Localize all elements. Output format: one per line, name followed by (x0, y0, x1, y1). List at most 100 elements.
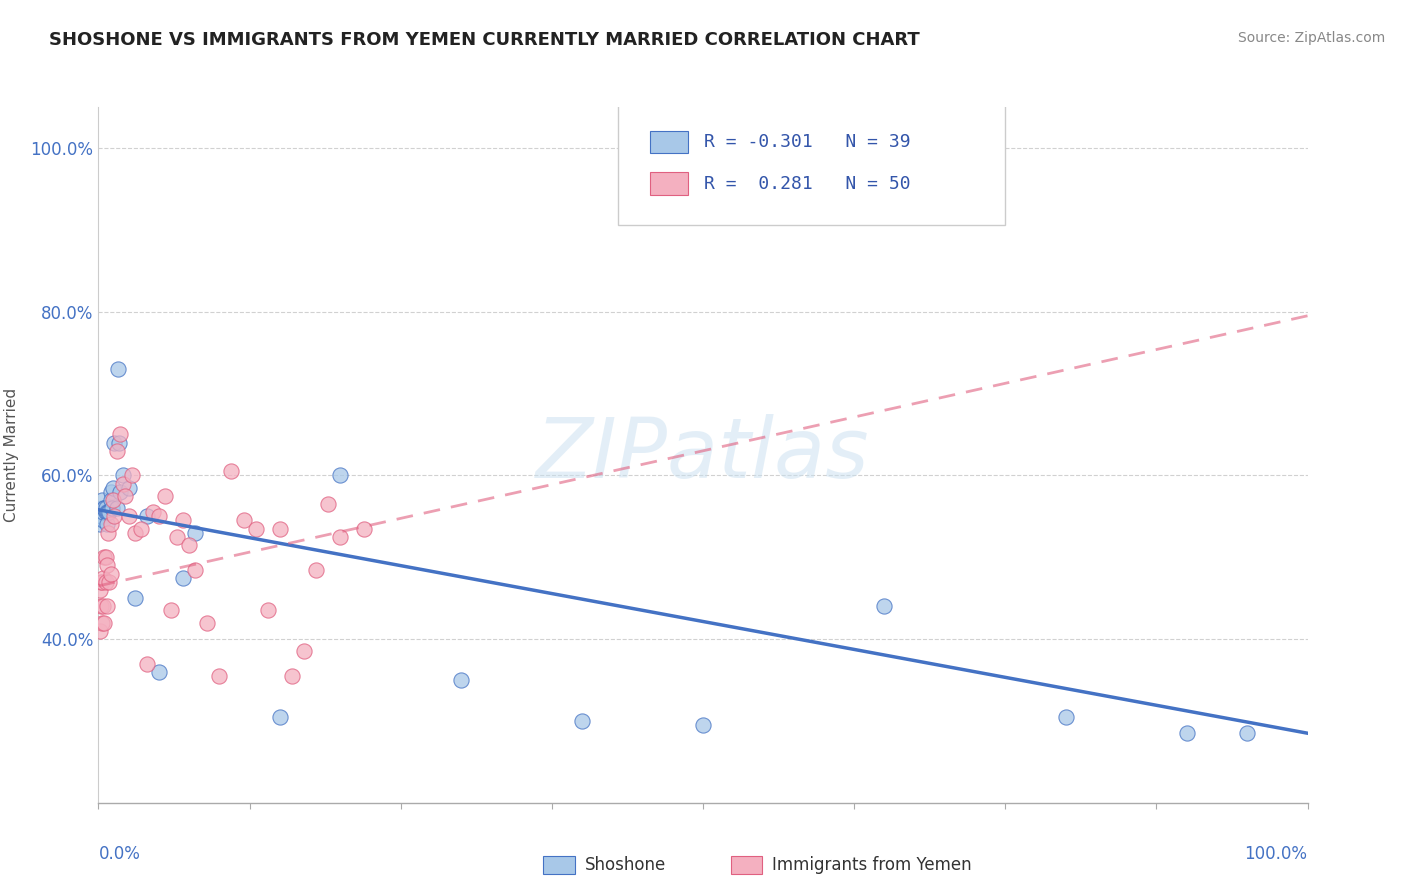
Point (93, 615, 115, 630)
Point (129, 522, 152, 536)
Point (91, 492, 114, 507)
Text: R = -0.301   N = 39: R = -0.301 N = 39 (704, 133, 911, 151)
Point (100, 517, 122, 532)
Point (107, 362, 129, 376)
Point (353, 522, 375, 536)
Text: 0.0%: 0.0% (98, 845, 141, 863)
Point (91, 501, 114, 516)
Point (208, 669, 231, 683)
Point (118, 481, 141, 495)
Point (97, 505, 120, 519)
Point (281, 669, 304, 683)
Point (148, 665, 170, 679)
Point (256, 603, 278, 617)
Point (101, 492, 124, 507)
Point (153, 489, 176, 503)
Text: R =  0.281   N = 50: R = 0.281 N = 50 (704, 175, 911, 193)
Point (269, 710, 291, 724)
Point (160, 603, 183, 617)
Point (114, 489, 136, 503)
Point (89, 517, 111, 532)
Point (571, 714, 593, 728)
Point (121, 468, 143, 483)
Point (101, 481, 124, 495)
Point (100, 566, 122, 581)
Y-axis label: Currently Married: Currently Married (4, 388, 20, 522)
Point (172, 571, 194, 585)
Point (90, 509, 112, 524)
Point (221, 464, 243, 478)
Point (450, 673, 472, 687)
Point (245, 522, 267, 536)
Text: Shoshone: Shoshone (585, 856, 666, 874)
Point (93, 501, 115, 516)
Point (108, 427, 131, 442)
Point (135, 509, 157, 524)
Point (96, 599, 118, 614)
Point (100, 492, 122, 507)
Point (91, 599, 114, 614)
Text: ZIPatlas: ZIPatlas (536, 415, 870, 495)
Point (94, 505, 117, 519)
Point (873, 599, 896, 614)
Point (89, 624, 111, 638)
Point (172, 513, 194, 527)
Point (103, 435, 125, 450)
Point (98, 505, 121, 519)
Point (135, 657, 157, 671)
Point (1054, 710, 1077, 724)
Point (148, 509, 170, 524)
Point (184, 525, 207, 540)
Point (142, 505, 165, 519)
Point (108, 484, 131, 499)
Point (166, 530, 188, 544)
FancyBboxPatch shape (619, 103, 1005, 226)
Point (96, 558, 118, 573)
Point (94, 501, 117, 516)
Point (96, 517, 118, 532)
Point (96, 505, 118, 519)
Point (90, 574, 112, 589)
Point (692, 718, 714, 732)
Point (94, 550, 117, 565)
Point (98, 574, 121, 589)
Point (111, 468, 134, 483)
Text: 100.0%: 100.0% (1244, 845, 1308, 863)
Point (108, 435, 131, 450)
Point (195, 615, 218, 630)
Point (91, 505, 114, 519)
Point (103, 509, 125, 524)
Point (305, 562, 328, 576)
Point (94, 574, 117, 589)
Point (292, 644, 315, 658)
Point (184, 562, 207, 576)
Point (97, 525, 120, 540)
Point (105, 443, 128, 458)
Point (89, 582, 111, 597)
Point (91, 615, 114, 630)
FancyBboxPatch shape (650, 172, 689, 194)
FancyBboxPatch shape (731, 856, 762, 874)
Point (124, 525, 146, 540)
Point (93, 550, 115, 565)
Point (269, 522, 291, 536)
Point (105, 501, 128, 516)
FancyBboxPatch shape (650, 131, 689, 153)
Point (90, 599, 112, 614)
Point (1236, 726, 1258, 740)
Point (91, 574, 114, 589)
Point (232, 513, 254, 527)
Text: Source: ZipAtlas.com: Source: ZipAtlas.com (1237, 31, 1385, 45)
Point (111, 476, 134, 491)
Point (93, 501, 115, 516)
Text: Immigrants from Yemen: Immigrants from Yemen (772, 856, 972, 874)
Point (316, 497, 339, 511)
Point (100, 484, 122, 499)
Point (329, 530, 352, 544)
Point (124, 591, 146, 606)
Point (118, 509, 141, 524)
Text: SHOSHONE VS IMMIGRANTS FROM YEMEN CURRENTLY MARRIED CORRELATION CHART: SHOSHONE VS IMMIGRANTS FROM YEMEN CURREN… (49, 31, 920, 49)
FancyBboxPatch shape (543, 856, 575, 874)
Point (91, 513, 114, 527)
Point (177, 538, 201, 552)
